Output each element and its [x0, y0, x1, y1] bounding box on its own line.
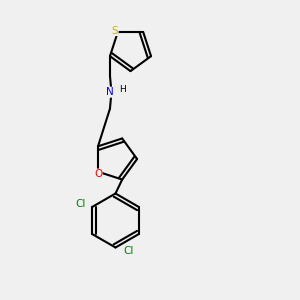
Text: S: S: [112, 26, 118, 35]
Text: N: N: [106, 87, 114, 97]
Text: H: H: [119, 85, 126, 94]
Text: Cl: Cl: [75, 199, 85, 209]
Text: O: O: [94, 169, 102, 179]
Text: Cl: Cl: [124, 245, 134, 256]
